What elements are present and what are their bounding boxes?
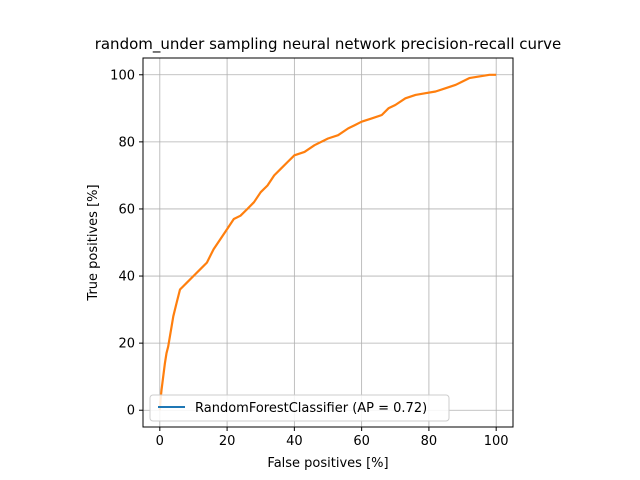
y-tick-label: 60 — [118, 202, 135, 217]
y-tick-label: 100 — [110, 68, 135, 83]
y-tick-label: 80 — [118, 135, 135, 150]
pr-curve-line — [158, 73, 497, 411]
x-axis-label: False positives [%] — [267, 456, 388, 471]
x-tick-label: 80 — [421, 434, 438, 449]
grid-lines — [143, 58, 513, 427]
legend-label: RandomForestClassifier (AP = 0.72) — [195, 401, 427, 416]
plot-frame — [142, 57, 514, 428]
legend: RandomForestClassifier (AP = 0.72) — [149, 394, 450, 422]
x-tick-label: 0 — [156, 434, 164, 449]
x-tick-label: 60 — [353, 434, 370, 449]
y-axis-label: True positives [%] — [86, 184, 101, 301]
y-axis: 0 20 40 60 80 100 — [110, 68, 143, 419]
y-tick-label: 20 — [118, 337, 135, 352]
chart-title: random_under sampling neural network pre… — [95, 35, 562, 54]
y-tick-label: 0 — [127, 404, 135, 419]
y-tick-label: 40 — [118, 270, 135, 285]
x-tick-label: 40 — [286, 434, 303, 449]
x-tick-label: 100 — [484, 434, 509, 449]
legend-box — [149, 394, 450, 422]
curve-layer — [158, 73, 497, 411]
x-tick-label: 20 — [219, 434, 236, 449]
x-axis: 0 20 40 60 80 100 — [156, 427, 509, 449]
